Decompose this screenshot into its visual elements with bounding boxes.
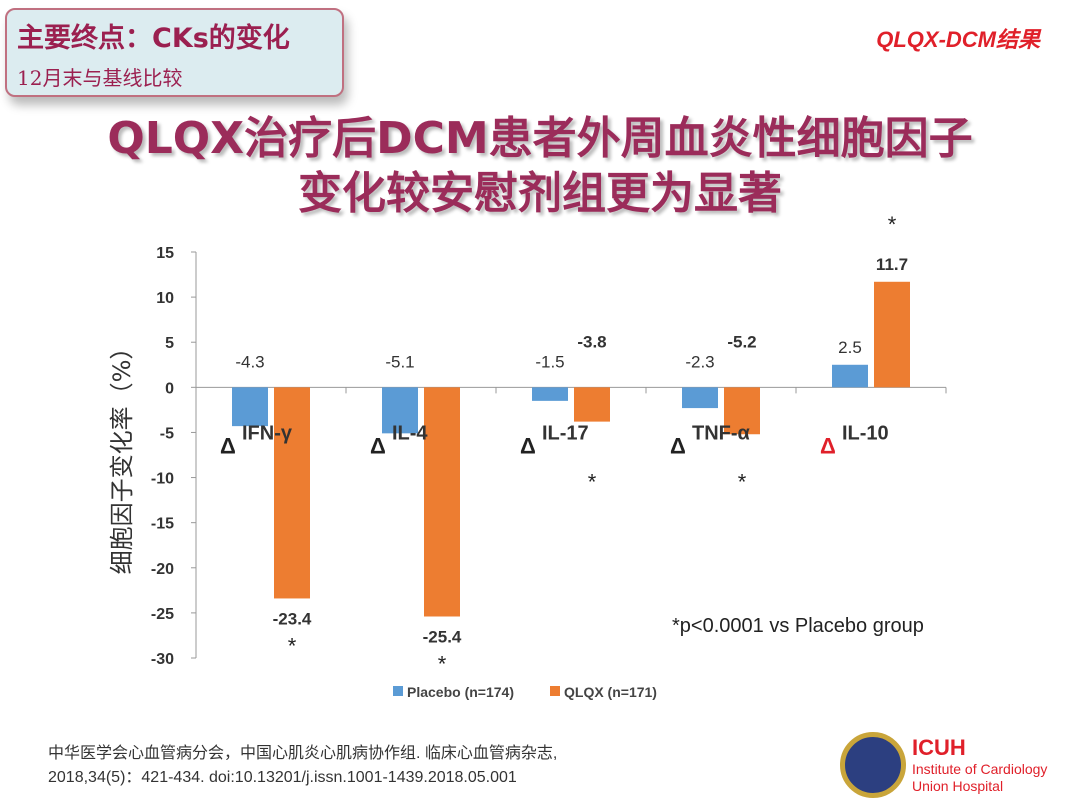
y-tick-label: -5 xyxy=(160,425,174,442)
delta-symbol: Δ xyxy=(820,433,836,458)
bar-placebo xyxy=(382,387,418,434)
bar-placebo xyxy=(832,364,868,388)
reference-line-2: 2018,34(5)：421-434. doi:10.13201/j.issn.… xyxy=(48,769,517,786)
y-tick-label: 15 xyxy=(156,245,174,262)
significance-star: * xyxy=(588,469,597,494)
delta-symbol: Δ xyxy=(220,433,236,458)
data-label: -1.5 xyxy=(535,352,564,371)
y-tick-label: -15 xyxy=(151,516,174,533)
bar-qlqx xyxy=(424,387,460,617)
significance-star: * xyxy=(888,212,897,237)
logo-line-2: Union Hospital xyxy=(912,778,1004,794)
reference: 中华医学会心血管病分会，中国心肌炎心肌病协作组. 临床心血管病杂志, 2018,… xyxy=(48,742,557,790)
category-label: IL-4 xyxy=(392,422,428,444)
box-subtitle: 12月末与基线比较 xyxy=(17,66,183,90)
delta-symbol: Δ xyxy=(520,433,536,458)
y-tick-label: -10 xyxy=(151,471,174,488)
y-tick-label: 0 xyxy=(165,380,174,397)
bar-qlqx xyxy=(724,387,760,435)
data-label: -5.1 xyxy=(385,352,414,371)
data-label: -23.4 xyxy=(273,609,312,628)
annotation: *p<0.0001 vs Placebo group xyxy=(672,615,924,637)
endpoint-box: 主要终点：CKs的变化 12月末与基线比较 xyxy=(5,8,344,97)
slide-title-line-1: QLQX治疗后DCM患者外周血炎性细胞因子 xyxy=(107,113,973,164)
data-label: -3.8 xyxy=(577,332,606,351)
data-label: 11.7 xyxy=(876,255,908,274)
significance-star: * xyxy=(288,633,297,658)
y-tick-label: 5 xyxy=(165,335,174,352)
delta-symbol: Δ xyxy=(370,433,386,458)
category-label: IFN-γ xyxy=(242,422,293,444)
logo-name: ICUH xyxy=(912,735,966,760)
data-label: 2.5 xyxy=(838,338,862,357)
legend-swatch xyxy=(393,686,403,696)
y-tick-label: -25 xyxy=(151,606,174,623)
bar-qlqx xyxy=(874,281,910,388)
hospital-seal-logo xyxy=(840,732,906,798)
data-label: -5.2 xyxy=(727,332,756,351)
significance-star: * xyxy=(438,651,447,676)
bar-placebo xyxy=(232,387,268,427)
bar-qlqx xyxy=(274,387,310,599)
data-label: -25.4 xyxy=(423,627,462,646)
logo-line-1: Institute of Cardiology xyxy=(912,761,1048,777)
category-label: TNF-α xyxy=(692,422,751,444)
reference-line-1: 中华医学会心血管病分会，中国心肌炎心肌病协作组. 临床心血管病杂志, xyxy=(48,745,558,762)
data-label: -4.3 xyxy=(235,352,264,371)
y-axis-label: 细胞因子变化率（%） xyxy=(108,336,136,575)
legend-label: QLQX (n=171) xyxy=(564,684,657,700)
data-label: -2.3 xyxy=(685,352,714,371)
icuh-logo-text: ICUH Institute of Cardiology Union Hospi… xyxy=(912,735,1047,795)
category-label: IL-17 xyxy=(542,422,589,444)
y-tick-label: -30 xyxy=(151,651,174,668)
slide-title-line-2: 变化较安慰剂组更为显著 xyxy=(298,168,782,219)
significance-star: * xyxy=(738,469,747,494)
y-tick-label: -20 xyxy=(151,561,174,578)
bar-qlqx xyxy=(574,387,610,422)
section-tag: QLQX-DCM结果 xyxy=(876,27,1040,52)
delta-symbol: Δ xyxy=(670,433,686,458)
bar-placebo xyxy=(532,387,568,401)
legend-swatch xyxy=(550,686,560,696)
category-label: IL-10 xyxy=(842,422,889,444)
y-tick-label: 10 xyxy=(156,290,174,307)
legend-label: Placebo (n=174) xyxy=(407,684,514,700)
bar-placebo xyxy=(682,387,718,409)
box-title: 主要终点：CKs的变化 xyxy=(17,23,290,54)
